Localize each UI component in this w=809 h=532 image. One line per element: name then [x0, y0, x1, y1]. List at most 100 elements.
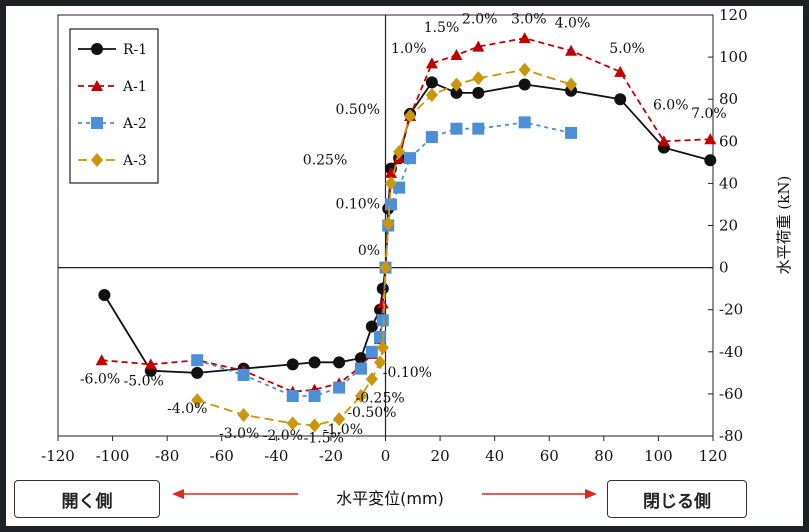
x-tick-label: 100 [644, 447, 673, 465]
A-1-point [384, 166, 397, 178]
A-2-point [91, 117, 103, 129]
y-tick-label: 20 [719, 217, 738, 235]
y-tick-label: 40 [719, 174, 738, 192]
A-1-line [101, 37, 711, 393]
drift-annotation: 1.5% [424, 20, 460, 36]
A-3-point [237, 407, 250, 422]
A-3-point [333, 412, 346, 427]
A-3-point [191, 393, 204, 408]
legend-box [69, 28, 159, 184]
A-1-point [518, 32, 531, 44]
R-1-point [354, 352, 367, 365]
x-tick-label: -100 [96, 447, 130, 465]
A-2-point [374, 331, 387, 344]
A-2-point [354, 362, 367, 375]
A-1-point [565, 44, 578, 56]
A-2-line [196, 121, 572, 397]
y-tick-label: -60 [719, 385, 743, 403]
drift-annotation: -4.0% [167, 401, 207, 417]
A-2-point [237, 368, 250, 381]
A-1-point [614, 65, 627, 77]
A-1-point [704, 133, 717, 145]
A-1-point [376, 297, 389, 309]
A-3-point [286, 416, 299, 431]
y-tick-label: 60 [719, 132, 738, 150]
drift-annotation: 3.0% [511, 11, 547, 27]
x-tick-label: -20 [319, 447, 343, 465]
A-2-point [333, 381, 346, 394]
y-tick-label: -40 [719, 343, 743, 361]
A-2-point [404, 152, 417, 165]
x-tick-label: -40 [264, 447, 288, 465]
R-1-point [333, 356, 346, 369]
A-3-point [365, 372, 378, 387]
drift-annotation: 0.25% [303, 152, 347, 168]
x-tick-label: -60 [210, 447, 234, 465]
A-3-point [374, 355, 387, 370]
A-3-point [308, 418, 321, 433]
A-3-point [376, 340, 389, 355]
drift-annotation: -1.0% [323, 422, 363, 438]
drift-annotation: -0.10% [383, 365, 432, 381]
A-1-point [144, 358, 157, 370]
R-1-point [98, 288, 111, 301]
y-axis-title: 水平荷重 (kN) [775, 176, 793, 275]
x-tick-label: 80 [594, 447, 613, 465]
A-3-point [565, 77, 578, 92]
A-1-point [472, 40, 485, 52]
R-1-point [308, 356, 321, 369]
drift-annotation: 0.10% [336, 197, 380, 213]
A-2-point [472, 122, 485, 135]
legend-label: A-3 [122, 153, 147, 169]
A-1-point [95, 354, 108, 366]
y-tick-label: -20 [719, 301, 743, 319]
A-2-point [518, 116, 531, 129]
drift-annotation: 2.0% [462, 11, 498, 27]
R-1-point [425, 76, 438, 89]
drift-annotation: -0.25% [355, 390, 404, 406]
drift-annotation: -6.0% [80, 371, 120, 387]
R-1-point [91, 43, 103, 55]
A-3-point [354, 389, 367, 404]
close-side-label: 閉じる側 [607, 480, 747, 518]
A-2-point [365, 345, 378, 358]
R-1-point [704, 154, 717, 167]
legend-label: A-2 [122, 116, 147, 132]
x-tick-label: 60 [540, 447, 559, 465]
A-3-point [472, 71, 485, 86]
A-2-point [450, 122, 463, 135]
drift-annotation: 0.50% [336, 102, 380, 118]
drift-annotation: 1.0% [391, 41, 427, 57]
x-axis-title: 水平変位(mm) [336, 489, 444, 508]
A-3-point [393, 144, 406, 159]
A-2-point [191, 354, 204, 367]
y-tick-label: 120 [719, 6, 748, 24]
right-arrow-head [585, 489, 597, 499]
A-3-point [450, 77, 463, 92]
R-1-point [614, 93, 627, 106]
drift-annotation: 0% [358, 243, 380, 259]
A-3-point [518, 62, 531, 77]
A-1-point [450, 48, 463, 60]
A-3-point [379, 260, 392, 275]
A-3-point [404, 109, 417, 124]
y-tick-label: 0 [719, 259, 729, 277]
legend-label: R-1 [123, 42, 147, 58]
x-tick-label: 0 [381, 447, 391, 465]
R-1-point [376, 282, 389, 295]
drift-annotation: -3.0% [219, 426, 259, 442]
A-3-point [91, 153, 103, 167]
R-1-point [286, 358, 299, 371]
x-tick-label: 120 [699, 447, 728, 465]
drift-annotation: 4.0% [555, 16, 591, 32]
A-3-point [384, 176, 397, 191]
A-2-point [286, 390, 299, 403]
y-tick-label: 80 [719, 90, 738, 108]
y-tick-label: 100 [719, 48, 748, 66]
drift-annotation: -1.5% [304, 430, 344, 446]
R-1-point [191, 366, 204, 379]
A-2-point [384, 198, 397, 211]
A-2-point [376, 314, 389, 327]
drift-annotation: -2.0% [263, 428, 303, 444]
